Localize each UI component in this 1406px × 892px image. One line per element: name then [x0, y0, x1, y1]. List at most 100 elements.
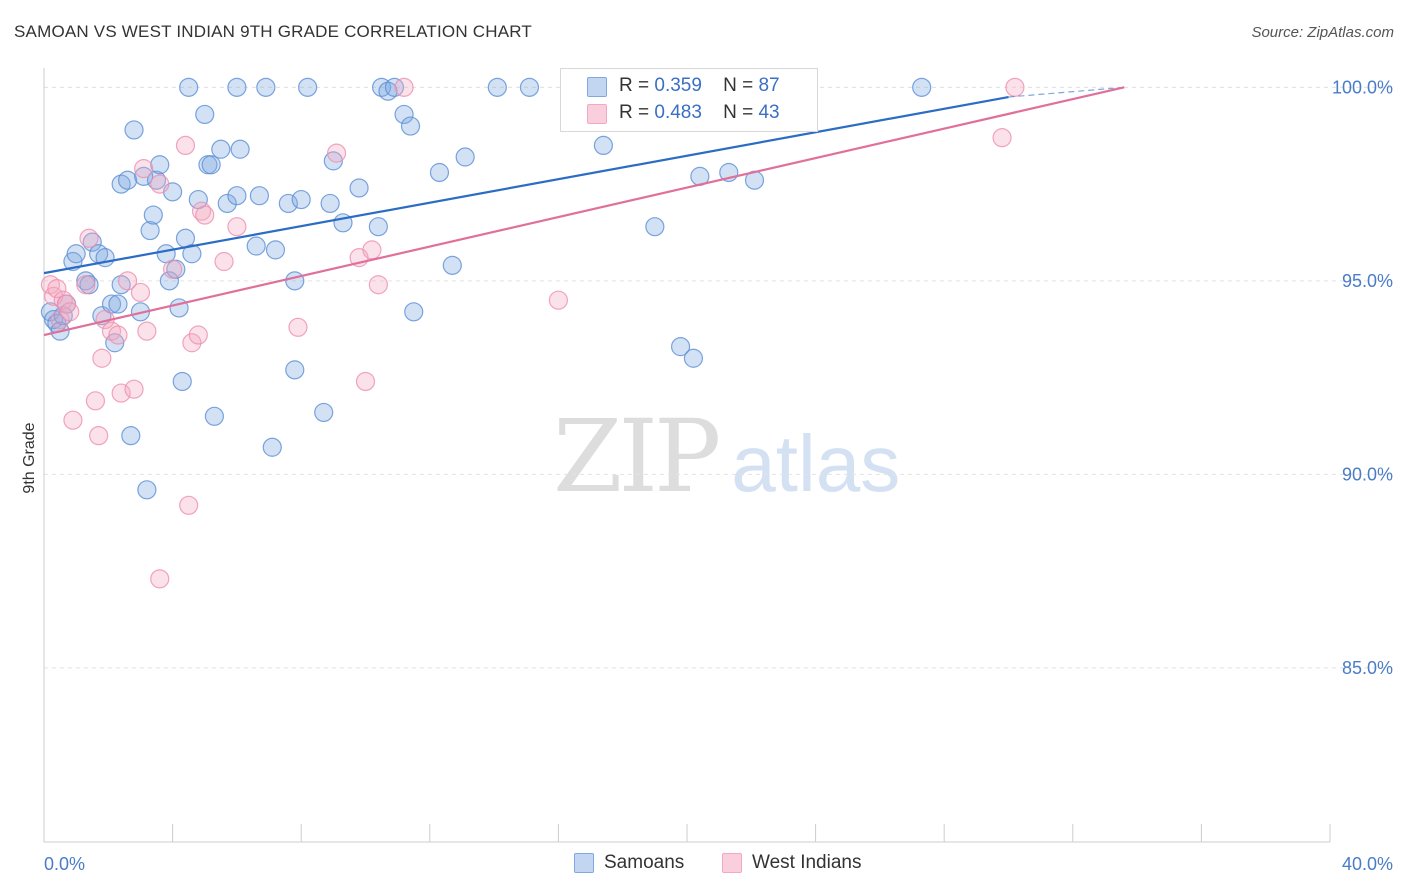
- data-point-samoans: [291, 189, 311, 210]
- legend-r-west-indians: 0.483: [654, 102, 702, 123]
- legend-n-label: N =: [723, 75, 754, 96]
- data-point-samoans: [519, 77, 540, 97]
- data-point-west-indians: [150, 569, 170, 589]
- chart-title: SAMOAN VS WEST INDIAN 9TH GRADE CORRELAT…: [14, 22, 532, 41]
- data-point-west-indians: [85, 391, 106, 411]
- data-point-samoans: [645, 217, 665, 237]
- data-point-west-indians: [111, 383, 131, 403]
- data-point-samoans: [262, 437, 282, 457]
- data-point-west-indians: [182, 333, 202, 353]
- data-point-west-indians: [150, 174, 170, 194]
- data-point-samoans: [227, 77, 247, 97]
- data-point-west-indians: [89, 426, 109, 446]
- data-point-samoans: [404, 302, 424, 322]
- data-point-west-indians: [76, 275, 96, 295]
- data-point-west-indians: [394, 77, 414, 97]
- data-point-samoans: [150, 155, 170, 175]
- data-point-samoans: [429, 162, 450, 183]
- data-point-west-indians: [326, 143, 347, 163]
- legend-swatch-samoans: [587, 77, 607, 97]
- data-point-samoans: [265, 240, 286, 260]
- data-point-samoans: [179, 77, 199, 97]
- y-tick-label: 95.0%: [1342, 271, 1393, 291]
- legend-swatch-west-indians: [587, 104, 607, 124]
- data-point-samoans: [66, 244, 86, 264]
- data-point-samoans: [349, 178, 369, 198]
- legend-n-label: N =: [723, 102, 754, 123]
- trend-line-west-indians: [43, 86, 1125, 337]
- data-point-west-indians: [124, 379, 144, 399]
- series-samoans: [40, 77, 932, 500]
- data-point-west-indians: [1005, 77, 1025, 97]
- data-point-samoans: [285, 360, 305, 380]
- axes: [43, 68, 1331, 843]
- data-point-samoans: [121, 426, 141, 446]
- data-point-west-indians: [79, 228, 99, 248]
- data-point-west-indians: [362, 240, 382, 260]
- legend-text-west-indians: R = 0.483 N = 43: [619, 102, 780, 124]
- y-axis-label: 9th Grade: [21, 422, 38, 493]
- chart-source: Source: ZipAtlas.com: [1251, 24, 1394, 41]
- data-point-samoans: [323, 151, 343, 171]
- data-point-west-indians: [108, 325, 128, 345]
- y-tick-label: 90.0%: [1342, 464, 1393, 484]
- data-point-west-indians: [163, 259, 183, 279]
- data-point-west-indians: [179, 495, 199, 515]
- data-point-west-indians: [992, 128, 1012, 148]
- gridlines: [44, 86, 1392, 669]
- data-point-samoans: [683, 348, 704, 368]
- tick-labels: 85.0% 90.0% 95.0% 100.0% 0.0% 40.0% 9th Grade: [21, 77, 1393, 874]
- data-point-west-indians: [130, 282, 151, 303]
- bottom-swatch-west-indians: [722, 853, 742, 873]
- data-point-samoans: [143, 205, 163, 225]
- data-point-samoans: [246, 236, 266, 256]
- data-point-west-indians: [47, 278, 67, 299]
- data-point-west-indians: [188, 325, 208, 345]
- legend-n-samoans: 87: [758, 75, 780, 96]
- x-tick-label-min: 0.0%: [44, 854, 85, 874]
- data-point-west-indians: [137, 321, 157, 341]
- data-point-west-indians: [355, 371, 376, 392]
- data-point-samoans: [201, 155, 221, 175]
- legend-n-west-indians: 43: [758, 102, 780, 123]
- data-point-west-indians: [134, 159, 154, 179]
- data-point-samoans: [40, 302, 61, 322]
- data-point-samoans: [182, 244, 202, 264]
- legend-r-label: R =: [619, 75, 650, 96]
- data-point-samoans: [368, 217, 388, 237]
- bottom-swatch-samoans: [574, 853, 594, 873]
- data-point-west-indians: [63, 410, 83, 430]
- data-point-west-indians: [288, 317, 308, 337]
- data-point-samoans: [256, 77, 276, 97]
- data-point-samoans: [298, 77, 318, 97]
- data-point-samoans: [442, 255, 462, 275]
- data-point-west-indians: [214, 251, 234, 272]
- bottom-legend-label-samoans: Samoans: [604, 852, 685, 873]
- data-point-samoans: [593, 135, 614, 155]
- data-point-samoans: [384, 77, 405, 97]
- data-point-samoans: [172, 371, 192, 392]
- trend-lines: [43, 86, 1125, 337]
- data-point-samoans: [285, 271, 305, 291]
- data-point-samoans: [455, 147, 475, 167]
- data-point-samoans: [124, 120, 144, 140]
- data-point-west-indians: [175, 135, 196, 155]
- data-point-samoans: [314, 402, 334, 423]
- data-point-samoans: [117, 170, 138, 190]
- data-point-samoans: [227, 186, 247, 206]
- legend-r-label: R =: [619, 102, 650, 123]
- y-tick-label: 85.0%: [1342, 658, 1393, 678]
- data-point-samoans: [195, 104, 215, 125]
- data-point-west-indians: [56, 294, 77, 314]
- data-point-samoans: [140, 220, 160, 241]
- data-point-west-indians: [92, 348, 112, 368]
- x-tick-label-max: 40.0%: [1342, 854, 1393, 874]
- data-point-samoans: [137, 480, 157, 500]
- data-point-samoans: [400, 116, 421, 136]
- data-point-samoans: [211, 139, 231, 159]
- bottom-legend-label-west-indians: West Indians: [752, 852, 862, 873]
- y-tick-label: 100.0%: [1332, 77, 1393, 97]
- data-point-samoans: [249, 186, 270, 206]
- data-point-west-indians: [117, 271, 138, 291]
